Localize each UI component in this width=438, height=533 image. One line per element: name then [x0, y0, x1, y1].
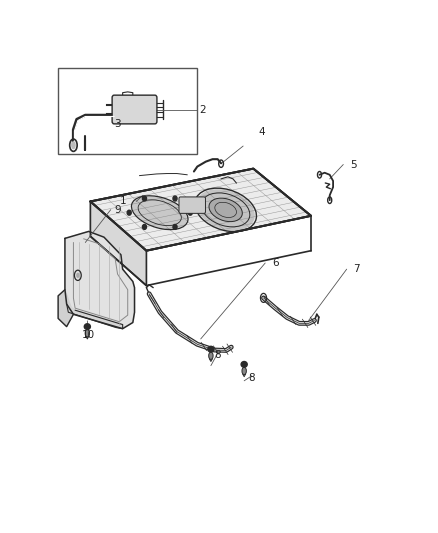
Text: 7: 7 [353, 264, 360, 274]
Polygon shape [58, 290, 74, 327]
Circle shape [188, 210, 192, 215]
Text: 3: 3 [114, 119, 121, 130]
Text: 10: 10 [82, 330, 95, 340]
Ellipse shape [208, 352, 213, 359]
Polygon shape [65, 231, 134, 329]
Circle shape [173, 224, 177, 229]
Ellipse shape [242, 367, 246, 375]
Ellipse shape [85, 329, 89, 337]
Polygon shape [90, 201, 146, 286]
Circle shape [173, 196, 177, 201]
Bar [58, 68, 197, 154]
Ellipse shape [132, 197, 187, 229]
Text: 5: 5 [350, 159, 357, 169]
Polygon shape [90, 168, 311, 251]
Circle shape [142, 196, 146, 201]
Ellipse shape [71, 141, 76, 149]
Text: 9: 9 [114, 205, 121, 215]
Text: 1: 1 [120, 197, 126, 206]
Circle shape [127, 210, 131, 215]
FancyBboxPatch shape [112, 95, 157, 124]
Text: 8: 8 [248, 373, 255, 383]
Ellipse shape [241, 361, 247, 367]
FancyBboxPatch shape [179, 197, 205, 213]
Ellipse shape [76, 273, 80, 278]
Ellipse shape [84, 324, 90, 329]
Polygon shape [67, 304, 123, 329]
Ellipse shape [208, 346, 214, 352]
Text: 2: 2 [199, 105, 206, 115]
Text: 8: 8 [214, 350, 221, 360]
Circle shape [142, 224, 146, 229]
Text: 4: 4 [258, 127, 265, 136]
Ellipse shape [209, 198, 242, 222]
Ellipse shape [197, 189, 255, 230]
Text: 6: 6 [272, 258, 279, 268]
